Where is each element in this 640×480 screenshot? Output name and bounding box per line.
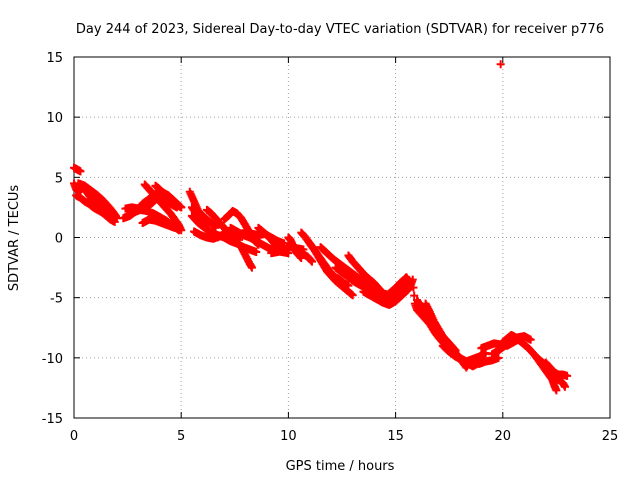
x-tick-label: 25	[602, 429, 619, 444]
data-point	[170, 223, 179, 232]
data-point	[409, 283, 418, 292]
x-tick-label: 0	[70, 429, 78, 444]
data-point	[177, 203, 186, 212]
y-tick-label: -15	[42, 412, 63, 427]
x-tick-label: 15	[387, 429, 404, 444]
data-point	[410, 291, 419, 300]
x-tick-label: 20	[495, 429, 512, 444]
series-arc-31	[383, 273, 413, 300]
y-axis: 15 10 5 0 -5 -10 -15	[42, 51, 610, 427]
series-arc-01	[70, 163, 85, 176]
series-arc-43	[533, 353, 569, 391]
y-tick-label: 5	[55, 171, 63, 186]
series-arc-09	[140, 180, 186, 235]
data-point	[76, 167, 85, 176]
series-arc-04	[72, 191, 119, 226]
data-point	[552, 386, 561, 395]
data-point	[252, 247, 261, 256]
series-arc-23	[295, 245, 316, 266]
data-point	[496, 60, 505, 69]
series-arc-05	[100, 199, 121, 223]
data-point	[247, 263, 256, 272]
data-point	[348, 291, 357, 300]
series-outlier	[496, 60, 505, 69]
x-axis-label: GPS time / hours	[286, 459, 395, 474]
series-arc-16	[202, 205, 256, 272]
y-tick-label: -10	[42, 352, 63, 367]
chart-title: Day 244 of 2023, Sidereal Day-to-day VTE…	[76, 22, 604, 37]
data-point	[526, 335, 535, 344]
data-point	[408, 275, 417, 284]
x-tick-label: 5	[177, 429, 185, 444]
y-axis-label: SDTVAR / TECUs	[7, 185, 22, 292]
data-points	[70, 60, 572, 395]
x-tick-label: 10	[280, 429, 297, 444]
grid	[74, 57, 610, 418]
series-arc-29	[359, 285, 413, 309]
series-arc-10	[151, 181, 186, 212]
y-tick-label: 15	[46, 51, 63, 66]
series-arc-44	[541, 358, 572, 380]
data-point	[494, 353, 503, 362]
y-tick-label: -5	[50, 292, 63, 307]
data-point	[307, 257, 316, 266]
data-point	[177, 226, 186, 235]
data-point	[563, 371, 572, 380]
data-point	[560, 382, 569, 391]
y-tick-label: 0	[55, 232, 63, 247]
series-arc-25	[297, 228, 357, 300]
series-arc-11	[138, 215, 179, 232]
x-axis: 0 5 10 15 20 25	[70, 57, 618, 444]
y-tick-label: 10	[46, 111, 63, 126]
